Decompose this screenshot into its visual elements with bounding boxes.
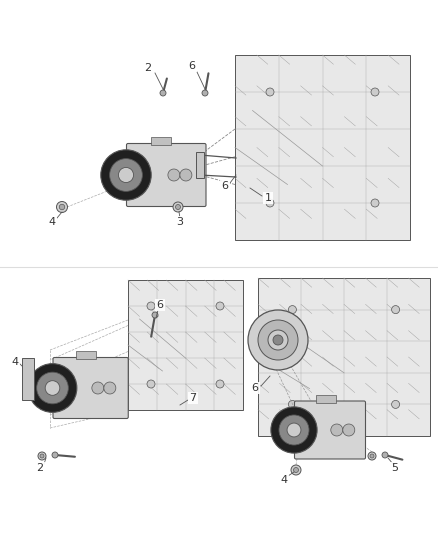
Circle shape <box>288 305 297 313</box>
Circle shape <box>266 199 274 207</box>
Text: 4: 4 <box>280 475 288 485</box>
FancyBboxPatch shape <box>294 401 365 459</box>
Circle shape <box>202 90 208 96</box>
Circle shape <box>92 382 104 394</box>
FancyBboxPatch shape <box>53 358 128 418</box>
Circle shape <box>287 423 301 437</box>
Circle shape <box>258 320 298 360</box>
Circle shape <box>57 201 67 213</box>
FancyBboxPatch shape <box>127 143 206 206</box>
Text: 6: 6 <box>222 181 229 191</box>
Text: 2: 2 <box>145 63 152 73</box>
Circle shape <box>288 400 297 408</box>
Circle shape <box>216 380 224 388</box>
Text: 7: 7 <box>190 393 197 403</box>
Circle shape <box>248 310 308 370</box>
Circle shape <box>370 454 374 458</box>
Circle shape <box>104 382 116 394</box>
Text: 2: 2 <box>36 463 43 473</box>
Circle shape <box>382 452 388 458</box>
Circle shape <box>28 364 77 413</box>
Circle shape <box>180 169 192 181</box>
Circle shape <box>331 424 343 436</box>
Circle shape <box>52 452 58 458</box>
Circle shape <box>147 380 155 388</box>
Circle shape <box>392 305 399 313</box>
Text: 4: 4 <box>11 357 18 367</box>
Circle shape <box>293 467 299 472</box>
Circle shape <box>392 400 399 408</box>
Bar <box>22 358 34 400</box>
Circle shape <box>173 202 183 212</box>
Circle shape <box>266 88 274 96</box>
Text: 5: 5 <box>392 463 399 473</box>
Bar <box>316 394 336 402</box>
Text: 1: 1 <box>265 193 272 203</box>
Circle shape <box>45 381 60 395</box>
Circle shape <box>40 454 44 458</box>
Circle shape <box>168 169 180 181</box>
Circle shape <box>343 424 355 436</box>
Bar <box>235 55 410 240</box>
Circle shape <box>147 302 155 310</box>
Circle shape <box>160 90 166 96</box>
Circle shape <box>59 204 65 210</box>
Circle shape <box>152 312 158 318</box>
Circle shape <box>118 167 134 183</box>
Circle shape <box>371 199 379 207</box>
Circle shape <box>216 302 224 310</box>
Circle shape <box>101 150 151 200</box>
Circle shape <box>38 452 46 460</box>
Circle shape <box>291 465 301 475</box>
Text: 3: 3 <box>177 217 184 227</box>
Text: 4: 4 <box>49 217 56 227</box>
Circle shape <box>37 372 68 404</box>
Circle shape <box>368 452 376 460</box>
Circle shape <box>268 330 288 350</box>
Text: 6: 6 <box>156 300 163 310</box>
Circle shape <box>279 415 309 445</box>
Bar <box>128 280 243 410</box>
Circle shape <box>176 205 180 209</box>
Text: 6: 6 <box>188 61 195 71</box>
Circle shape <box>273 335 283 345</box>
Bar <box>151 137 171 145</box>
Circle shape <box>110 159 142 191</box>
Circle shape <box>371 88 379 96</box>
Text: 6: 6 <box>251 383 258 393</box>
Bar <box>76 351 96 359</box>
Bar <box>258 278 430 436</box>
Bar <box>196 152 204 178</box>
Circle shape <box>271 407 317 453</box>
